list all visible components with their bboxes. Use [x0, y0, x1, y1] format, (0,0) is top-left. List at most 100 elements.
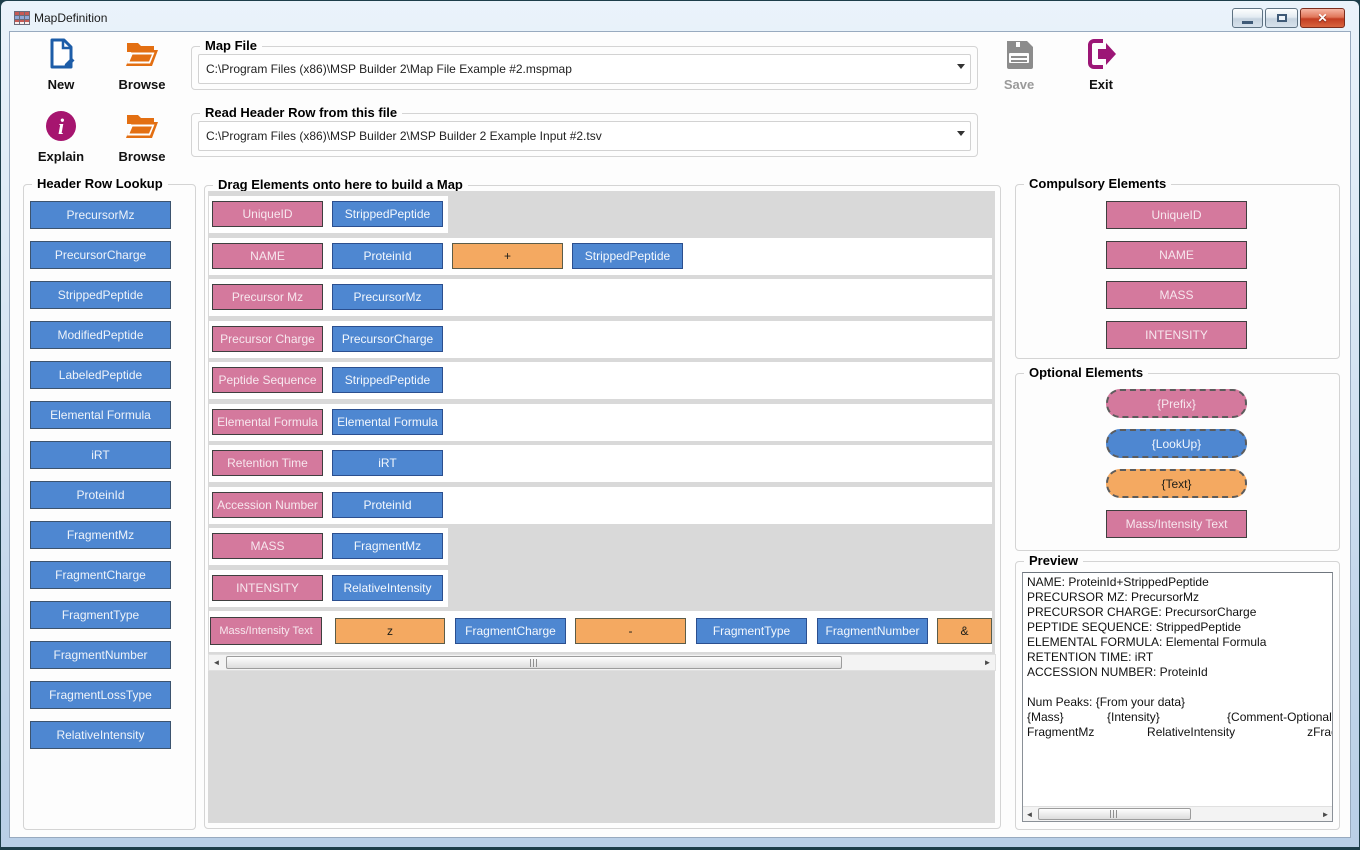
chip-strippedpeptide[interactable]: StrippedPeptide [332, 201, 443, 227]
chip-plus-text[interactable]: + [452, 243, 563, 269]
chip-fragmenttype[interactable]: FragmentType [696, 618, 807, 644]
chip-fragmentcharge[interactable]: FragmentCharge [455, 618, 566, 644]
chip-elemental-formula-target[interactable]: Elemental Formula [212, 409, 323, 435]
chip-fragmentnumber[interactable]: FragmentNumber [817, 618, 928, 644]
dropdown-arrow-icon[interactable] [957, 131, 965, 136]
info-icon: i [46, 111, 76, 141]
map-row-mass: MASS FragmentMz [209, 528, 448, 565]
minimize-icon [1242, 20, 1253, 24]
chip-proteinid[interactable]: ProteinId [332, 492, 443, 518]
compulsory-item-intensity[interactable]: INTENSITY [1106, 321, 1247, 349]
compulsory-item-mass[interactable]: MASS [1106, 281, 1247, 309]
explain-label: Explain [37, 149, 85, 164]
map-file-group-label: Map File [200, 38, 263, 53]
chip-precursorcharge[interactable]: PrecursorCharge [332, 326, 443, 352]
lookup-item-precursorcharge[interactable]: PrecursorCharge [30, 241, 171, 269]
map-row-intensity: INTENSITY RelativeIntensity [209, 570, 448, 607]
close-icon: ✕ [1317, 11, 1328, 25]
map-row-peptide-sequence: Peptide Sequence StrippedPeptide [209, 362, 992, 399]
new-label: New [47, 77, 75, 92]
exit-icon [1088, 39, 1116, 69]
scrollbar-thumb[interactable] [1038, 808, 1191, 820]
optional-item-prefix[interactable]: {Prefix} [1106, 389, 1247, 418]
chip-mass-intensity-text[interactable]: Mass/Intensity Text [210, 617, 322, 645]
lookup-item-irt[interactable]: iRT [30, 441, 171, 469]
chip-dash-text[interactable]: - [575, 618, 686, 644]
lookup-item-elemental-formula[interactable]: Elemental Formula [30, 401, 171, 429]
chip-name[interactable]: NAME [212, 243, 323, 269]
lookup-item-fragmentnumber[interactable]: FragmentNumber [30, 641, 171, 669]
new-button[interactable]: New [37, 37, 85, 92]
preview-hscrollbar[interactable]: ◄ ► [1023, 806, 1332, 821]
close-button[interactable]: ✕ [1300, 8, 1345, 28]
explain-button[interactable]: i Explain [33, 109, 89, 164]
chip-uniqueid[interactable]: UniqueID [212, 201, 323, 227]
map-builder-group-label: Drag Elements onto here to build a Map [213, 177, 468, 192]
map-file-group: Map File C:\Program Files (x86)\MSP Buil… [191, 38, 978, 90]
minimize-button[interactable] [1232, 8, 1263, 28]
lookup-item-precursormz[interactable]: PrecursorMz [30, 201, 171, 229]
chip-irt[interactable]: iRT [332, 450, 443, 476]
map-row-accession-number: Accession Number ProteinId [209, 487, 992, 524]
map-row-mass-intensity-text: Mass/Intensity Text z FragmentCharge - F… [209, 611, 992, 652]
app-icon [14, 11, 30, 25]
chip-precursormz[interactable]: PrecursorMz [332, 284, 443, 310]
lookup-item-labeledpeptide[interactable]: LabeledPeptide [30, 361, 171, 389]
chip-retention-time[interactable]: Retention Time [212, 450, 323, 476]
scrollbar-grip-icon [1110, 810, 1119, 818]
svg-text:i: i [58, 114, 65, 139]
optional-item-lookup[interactable]: {LookUp} [1106, 429, 1247, 458]
chip-z-text[interactable]: z [335, 618, 445, 644]
lookup-item-fragmentmz[interactable]: FragmentMz [30, 521, 171, 549]
header-file-combobox[interactable]: C:\Program Files (x86)\MSP Builder 2\MSP… [198, 121, 971, 151]
map-file-combobox[interactable]: C:\Program Files (x86)\MSP Builder 2\Map… [198, 54, 971, 84]
scroll-left-arrow-icon[interactable]: ◄ [1025, 809, 1034, 819]
maximize-icon [1276, 14, 1287, 22]
dropdown-arrow-icon[interactable] [957, 64, 965, 69]
compulsory-item-name[interactable]: NAME [1106, 241, 1247, 269]
folder-icon [126, 43, 158, 66]
save-button[interactable]: Save [999, 39, 1039, 92]
map-builder-hscrollbar[interactable]: ◄ ► [208, 654, 996, 671]
chip-accession-number[interactable]: Accession Number [212, 492, 323, 518]
lookup-item-fragmentlosstype[interactable]: FragmentLossType [30, 681, 171, 709]
header-file-group: Read Header Row from this file C:\Progra… [191, 105, 978, 157]
maximize-button[interactable] [1265, 8, 1298, 28]
lookup-item-fragmenttype[interactable]: FragmentType [30, 601, 171, 629]
chip-proteinid[interactable]: ProteinId [332, 243, 443, 269]
preview-group: Preview NAME: ProteinId+StrippedPeptide … [1015, 553, 1340, 830]
lookup-item-fragmentcharge[interactable]: FragmentCharge [30, 561, 171, 589]
scroll-left-arrow-icon[interactable]: ◄ [212, 658, 221, 667]
scroll-right-arrow-icon[interactable]: ► [983, 658, 992, 667]
chip-elemental-formula-source[interactable]: Elemental Formula [332, 409, 443, 435]
scroll-right-arrow-icon[interactable]: ► [1321, 809, 1330, 819]
preview-textbox[interactable]: NAME: ProteinId+StrippedPeptide PRECURSO… [1022, 572, 1333, 822]
chip-strippedpeptide[interactable]: StrippedPeptide [572, 243, 683, 269]
compulsory-item-uniqueid[interactable]: UniqueID [1106, 201, 1247, 229]
chip-intensity[interactable]: INTENSITY [212, 575, 323, 601]
chip-relativeintensity[interactable]: RelativeIntensity [332, 575, 443, 601]
map-row-name: NAME ProteinId + StrippedPeptide [209, 238, 992, 275]
chip-precursor-charge[interactable]: Precursor Charge [212, 326, 323, 352]
chip-mass[interactable]: MASS [212, 533, 323, 559]
header-lookup-group-label: Header Row Lookup [32, 176, 168, 191]
exit-button[interactable]: Exit [1081, 37, 1121, 92]
browse-map-button[interactable]: Browse [115, 39, 169, 92]
chip-strippedpeptide[interactable]: StrippedPeptide [332, 367, 443, 393]
scrollbar-thumb[interactable] [226, 656, 842, 669]
map-builder-group: Drag Elements onto here to build a Map [204, 177, 1001, 829]
chip-precursor-mz[interactable]: Precursor Mz [212, 284, 323, 310]
lookup-item-relativeintensity[interactable]: RelativeIntensity [30, 721, 171, 749]
optional-item-text[interactable]: {Text} [1106, 469, 1247, 498]
chip-peptide-sequence[interactable]: Peptide Sequence [212, 367, 323, 393]
save-icon [1007, 41, 1033, 69]
map-row-retention-time: Retention Time iRT [209, 445, 992, 482]
browse-header-button[interactable]: Browse [115, 111, 169, 164]
optional-item-mass-intensity-text[interactable]: Mass/Intensity Text [1106, 510, 1247, 538]
chip-ampersand-text[interactable]: & [937, 618, 992, 644]
lookup-item-proteinid[interactable]: ProteinId [30, 481, 171, 509]
map-row-uniqueid: UniqueID StrippedPeptide [209, 196, 448, 233]
lookup-item-modifiedpeptide[interactable]: ModifiedPeptide [30, 321, 171, 349]
chip-fragmentmz[interactable]: FragmentMz [332, 533, 443, 559]
lookup-item-strippedpeptide[interactable]: StrippedPeptide [30, 281, 171, 309]
